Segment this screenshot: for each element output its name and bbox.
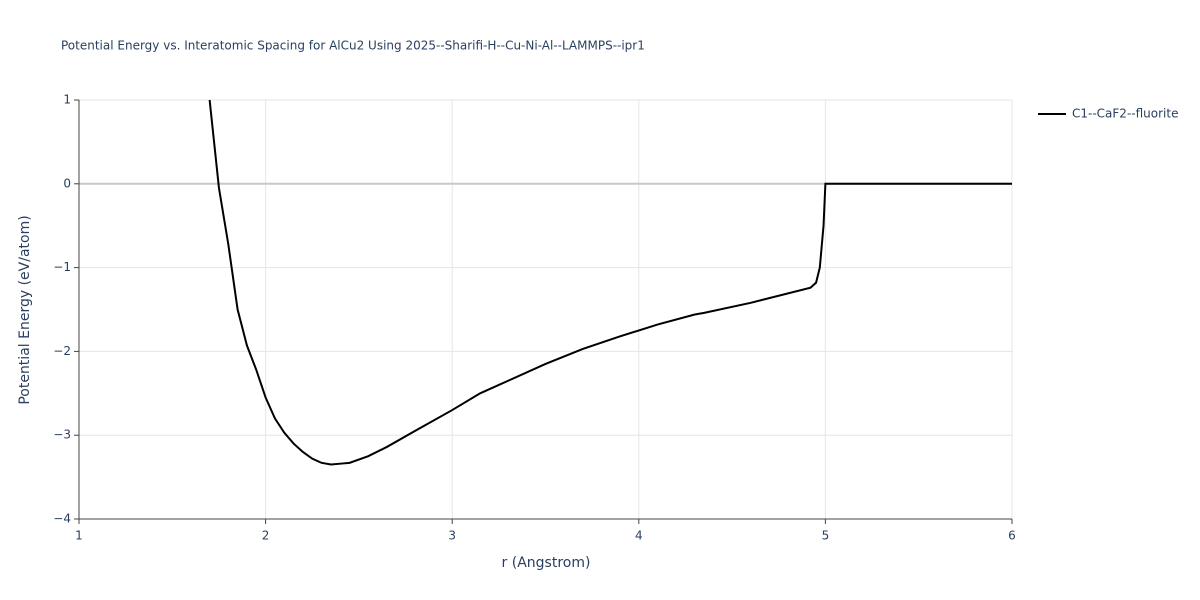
y-tick-label: 0 — [63, 176, 71, 190]
y-tick-label: −1 — [53, 260, 71, 274]
y-tick-label: −2 — [53, 344, 71, 358]
x-tick-label: 6 — [1008, 529, 1016, 543]
y-tick-label: −4 — [53, 512, 71, 526]
y-axis-title: Potential Energy (eV/atom) — [17, 215, 33, 404]
y-tick-label: −3 — [53, 428, 71, 442]
x-tick-label: 2 — [262, 529, 270, 543]
x-tick-label: 4 — [635, 529, 643, 543]
x-tick-label: 1 — [75, 529, 83, 543]
legend-label: C1--CaF2--fluorite — [1072, 107, 1178, 121]
x-axis-title: r (Angstrom) — [502, 555, 591, 571]
chart-title: Potential Energy vs. Interatomic Spacing… — [61, 39, 645, 53]
x-tick-label: 5 — [822, 529, 830, 543]
x-tick-label: 3 — [448, 529, 456, 543]
y-tick-label: 1 — [63, 93, 71, 107]
data-line — [208, 99, 1012, 466]
